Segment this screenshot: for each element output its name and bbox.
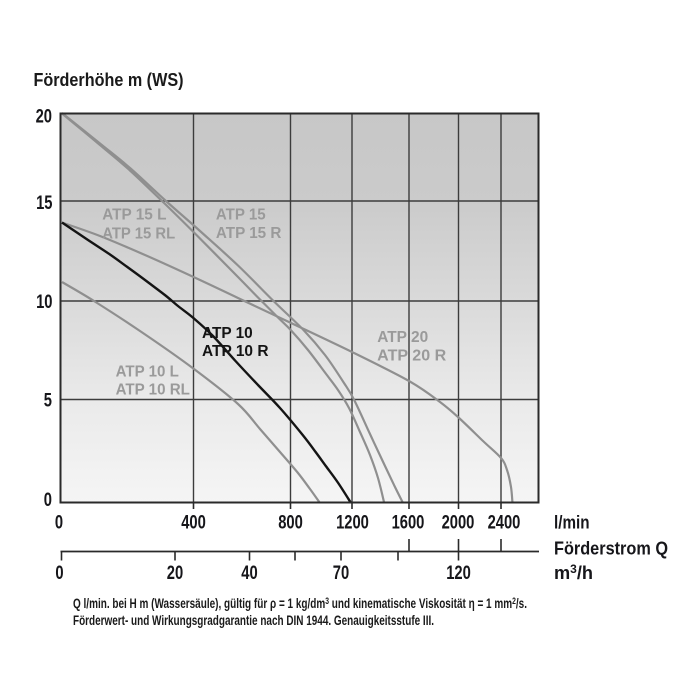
svg-text:ATP 20 R: ATP 20 R <box>377 348 446 365</box>
svg-text:2000: 2000 <box>442 513 475 534</box>
svg-text:Förderwert- und Wirkungsgradga: Förderwert- und Wirkungsgradgarantie nac… <box>73 612 434 628</box>
svg-text:ATP 10 L: ATP 10 L <box>116 364 179 381</box>
svg-text:ATP 15: ATP 15 <box>216 207 266 224</box>
svg-text:ATP 15 L: ATP 15 L <box>102 207 167 224</box>
svg-text:Q l/min. bei H m (Wassersäule): Q l/min. bei H m (Wassersäule), gültig f… <box>73 595 527 611</box>
svg-text:1600: 1600 <box>392 513 425 534</box>
svg-text:ATP 10 R: ATP 10 R <box>202 343 269 360</box>
svg-text:Förderstrom Q: Förderstrom Q <box>554 539 668 559</box>
svg-text:400: 400 <box>181 513 206 534</box>
svg-text:ATP 10 RL: ATP 10 RL <box>116 382 191 399</box>
svg-text:0: 0 <box>44 490 52 511</box>
svg-text:15: 15 <box>36 193 53 214</box>
svg-text:l/min: l/min <box>554 513 590 533</box>
svg-text:ATP 15 RL: ATP 15 RL <box>102 225 175 242</box>
svg-text:20: 20 <box>167 563 183 584</box>
svg-text:2400: 2400 <box>488 513 521 534</box>
svg-text:70: 70 <box>333 563 349 584</box>
svg-text:10: 10 <box>36 292 52 313</box>
svg-text:800: 800 <box>278 513 303 534</box>
svg-text:ATP 20: ATP 20 <box>377 329 428 346</box>
svg-text:ATP 10: ATP 10 <box>202 325 253 342</box>
svg-text:20: 20 <box>36 107 52 128</box>
svg-text:5: 5 <box>44 390 53 411</box>
svg-text:0: 0 <box>55 563 63 584</box>
svg-text:120: 120 <box>446 563 471 584</box>
svg-text:0: 0 <box>55 513 63 534</box>
svg-text:m3/h: m3/h <box>554 562 593 583</box>
svg-text:Förderhöhe m (WS): Förderhöhe m (WS) <box>34 70 184 90</box>
svg-text:1200: 1200 <box>336 513 369 534</box>
svg-text:ATP 15 R: ATP 15 R <box>216 225 282 242</box>
svg-text:40: 40 <box>241 563 257 584</box>
